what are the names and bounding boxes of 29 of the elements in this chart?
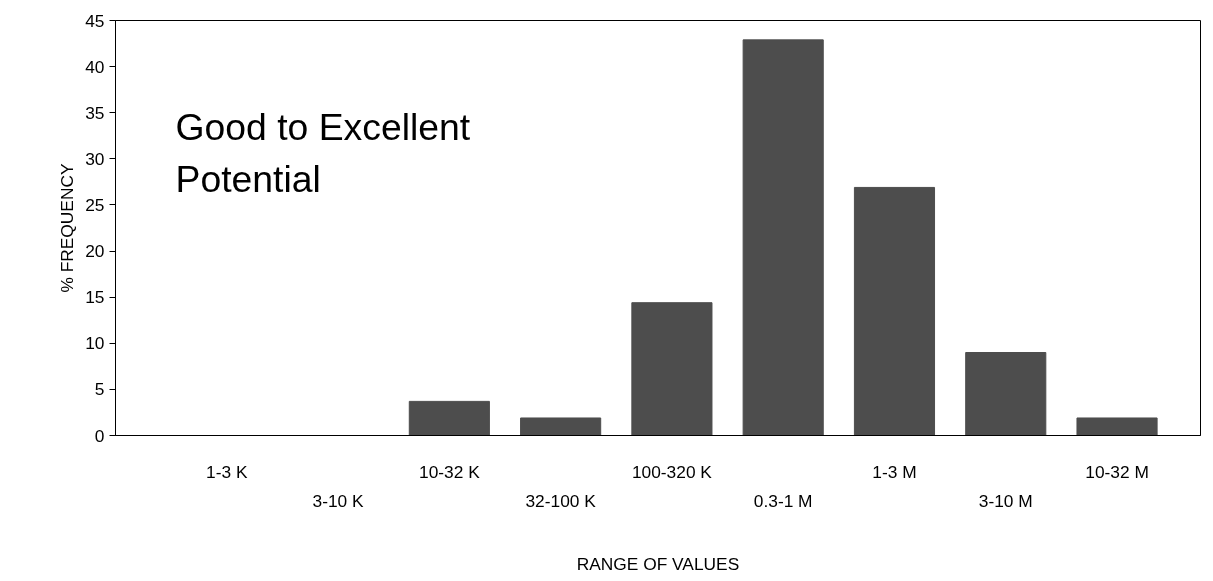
bar bbox=[1076, 417, 1158, 436]
bar bbox=[520, 417, 602, 436]
bar bbox=[965, 352, 1047, 436]
x-tick-label: 32-100 K bbox=[525, 490, 597, 511]
y-tick-label: 0 bbox=[94, 425, 105, 446]
y-tick-label: 40 bbox=[85, 56, 105, 77]
x-tick-label: 10-32 M bbox=[1085, 461, 1149, 482]
y-tick-label: 30 bbox=[85, 148, 105, 169]
bar bbox=[631, 302, 713, 436]
x-axis-title: RANGE OF VALUES bbox=[576, 553, 740, 574]
y-tick-label: 20 bbox=[85, 241, 105, 262]
y-tick-label: 5 bbox=[94, 379, 105, 400]
y-tick-label: 15 bbox=[85, 287, 105, 308]
bar bbox=[742, 39, 824, 436]
annotation: Good to Excellent Potential bbox=[175, 105, 471, 200]
y-tick-label: 35 bbox=[85, 102, 105, 123]
bar bbox=[853, 186, 936, 436]
x-tick-label: 1-3 K bbox=[206, 461, 248, 482]
bar bbox=[408, 400, 490, 436]
x-tick-label: 0.3-1 M bbox=[753, 490, 813, 511]
x-tick-label: 1-3 M bbox=[872, 461, 917, 482]
y-tick-label: 45 bbox=[85, 10, 105, 31]
y-tick-label: 10 bbox=[85, 333, 105, 354]
x-tick-label: 3-10 M bbox=[978, 490, 1033, 511]
y-tick-label: 25 bbox=[85, 194, 105, 215]
x-tick-label: 10-32 K bbox=[419, 461, 481, 482]
x-tick-label: 100-320 K bbox=[631, 461, 713, 482]
y-axis-title: % FREQUENCY bbox=[57, 163, 78, 293]
x-tick-label: 3-10 K bbox=[312, 490, 365, 511]
